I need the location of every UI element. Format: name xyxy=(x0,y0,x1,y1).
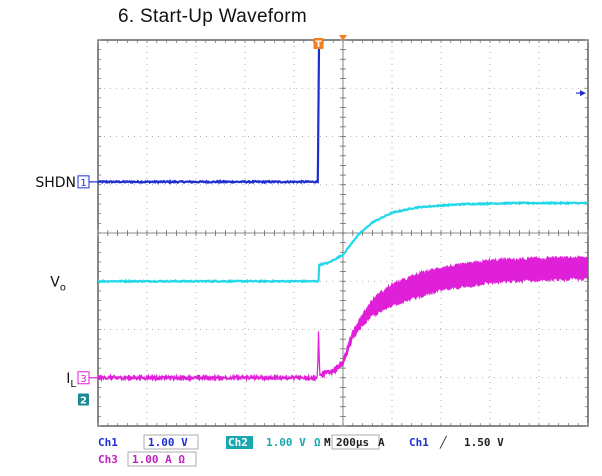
channel-label-shdn: SHDN xyxy=(35,175,76,191)
channel-2-marker xyxy=(78,393,89,406)
status-badge-bg xyxy=(226,436,253,449)
waveforms xyxy=(98,40,588,383)
status-text-2: Ch2 xyxy=(228,436,248,449)
status-box xyxy=(331,434,380,450)
status-box xyxy=(143,434,199,450)
channel-label-vo: Vo xyxy=(50,274,66,293)
status-text-5: M xyxy=(324,436,331,449)
trigger-position-glyph: T xyxy=(315,40,322,50)
horizontal-position-icon xyxy=(339,35,347,41)
trigger-position-marker xyxy=(313,38,324,49)
series-shdn-trace xyxy=(98,40,321,185)
channel-label-il: IL xyxy=(66,371,76,390)
status-text-1: 1.00 V xyxy=(148,436,188,449)
channel-marker-number: 1 xyxy=(80,178,86,189)
status-box xyxy=(127,451,197,467)
status-text-4: Ω xyxy=(314,436,321,449)
series-il-trace xyxy=(98,255,588,383)
status-text-10: 1.50 V xyxy=(464,436,504,449)
status-text-8: Ch1 xyxy=(409,436,429,449)
status-text-0: Ch1 xyxy=(98,436,118,449)
status-text-0: Ch3 xyxy=(98,453,118,466)
trigger-level-icon xyxy=(580,90,586,97)
series-vo-trace xyxy=(98,200,588,284)
chart-title: 6. Start-Up Waveform xyxy=(118,6,308,27)
status-text-6: 200µs xyxy=(336,436,369,449)
channel-2-marker-number: 2 xyxy=(80,395,87,406)
status-text-3: 1.00 V xyxy=(266,436,306,449)
status-text-9: ╱ xyxy=(439,435,448,449)
status-text-1: 1.00 A Ω xyxy=(132,453,185,466)
status-text-7: A xyxy=(378,436,385,449)
channel-marker-number: 3 xyxy=(80,374,86,385)
